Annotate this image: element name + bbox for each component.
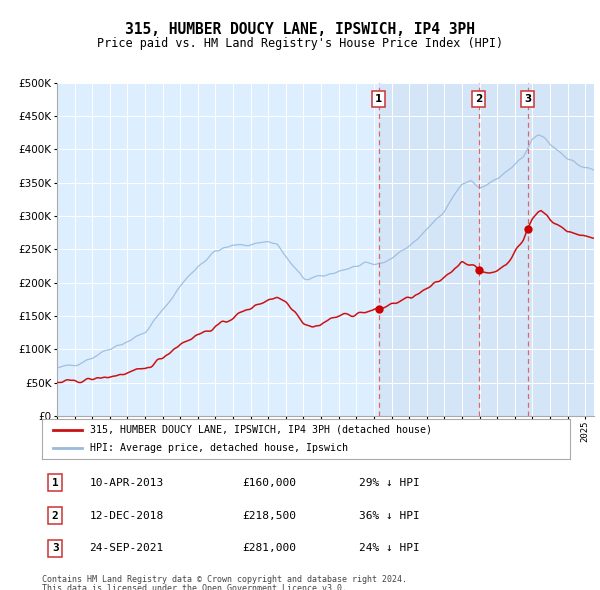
Text: 1: 1 [52,478,59,488]
Text: 315, HUMBER DOUCY LANE, IPSWICH, IP4 3PH (detached house): 315, HUMBER DOUCY LANE, IPSWICH, IP4 3PH… [89,425,431,435]
Text: 1: 1 [375,94,382,104]
Text: 2: 2 [475,94,482,104]
Text: 10-APR-2013: 10-APR-2013 [89,478,164,488]
Text: 3: 3 [524,94,531,104]
Text: 36% ↓ HPI: 36% ↓ HPI [359,510,419,520]
Text: 2: 2 [52,510,59,520]
Text: Price paid vs. HM Land Registry's House Price Index (HPI): Price paid vs. HM Land Registry's House … [97,37,503,50]
Text: HPI: Average price, detached house, Ipswich: HPI: Average price, detached house, Ipsw… [89,443,347,453]
Text: 29% ↓ HPI: 29% ↓ HPI [359,478,419,488]
Text: 24-SEP-2021: 24-SEP-2021 [89,543,164,553]
Bar [379,83,594,416]
Text: £218,500: £218,500 [242,510,296,520]
Text: 12-DEC-2018: 12-DEC-2018 [89,510,164,520]
Text: 24% ↓ HPI: 24% ↓ HPI [359,543,419,553]
Text: 3: 3 [52,543,59,553]
Text: This data is licensed under the Open Government Licence v3.0.: This data is licensed under the Open Gov… [42,584,347,590]
Text: £160,000: £160,000 [242,478,296,488]
Text: 315, HUMBER DOUCY LANE, IPSWICH, IP4 3PH: 315, HUMBER DOUCY LANE, IPSWICH, IP4 3PH [125,22,475,37]
Text: Contains HM Land Registry data © Crown copyright and database right 2024.: Contains HM Land Registry data © Crown c… [42,575,407,584]
Text: £281,000: £281,000 [242,543,296,553]
